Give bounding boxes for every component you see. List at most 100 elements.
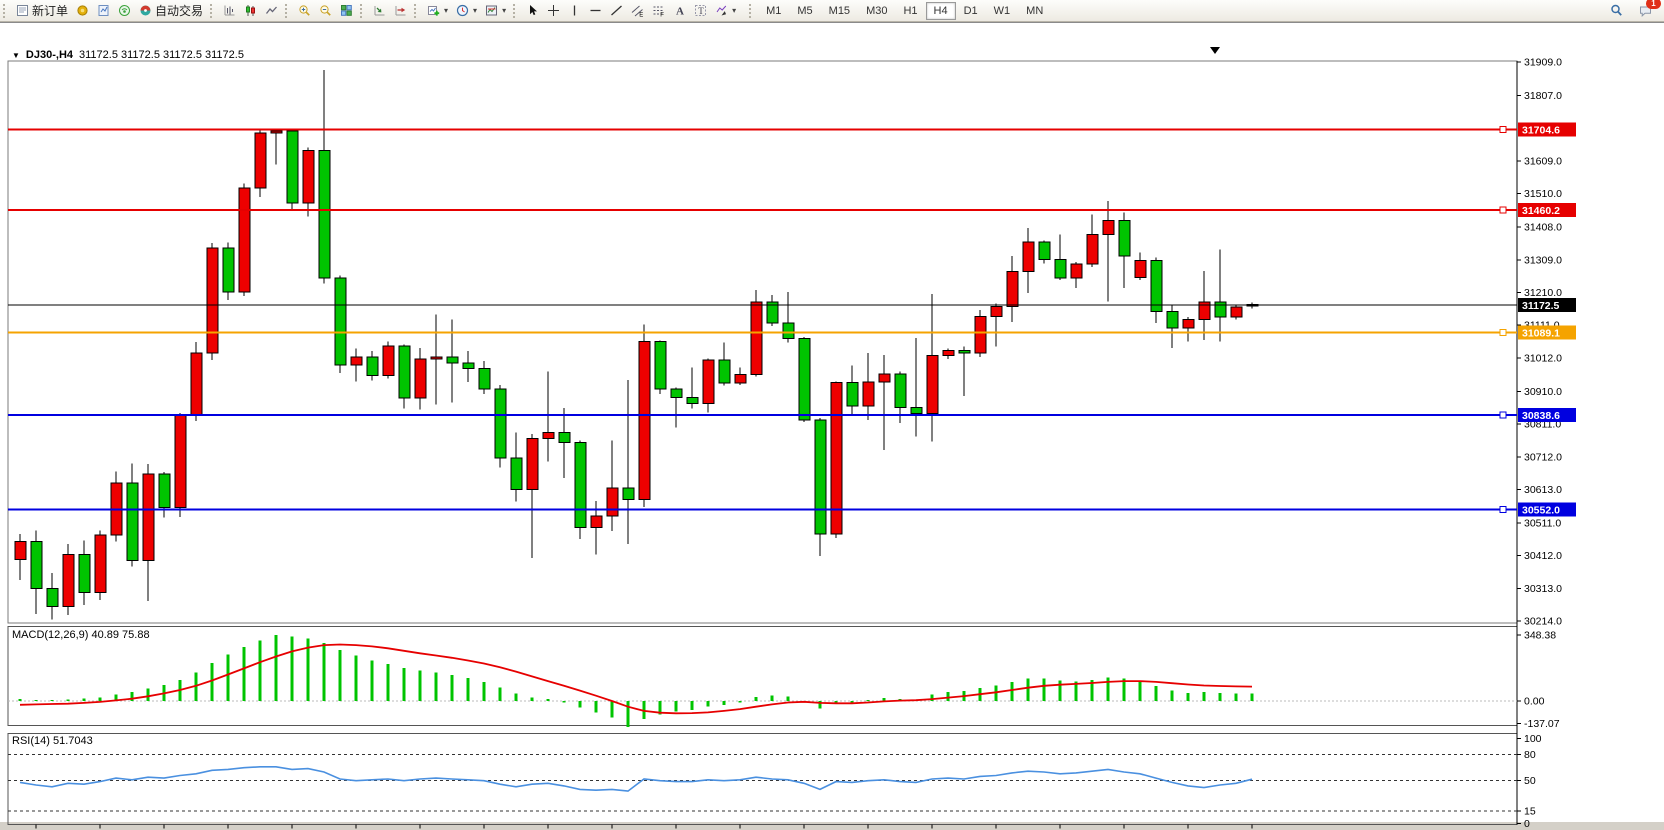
chevron-down-icon[interactable]: ▾ [502,6,507,15]
candle [462,362,475,369]
price-tick-label: 31210.0 [1524,287,1562,299]
add-indicator-button[interactable]: ▾ [423,1,452,20]
trendline-button[interactable] [606,1,627,20]
chevron-down-icon[interactable]: ▾ [732,6,737,15]
auto-trading-icon [139,4,152,17]
new-order-icon [16,4,29,17]
zoom-out-button[interactable] [315,1,336,20]
toolbar-grip [749,3,754,18]
macd-bar [1106,677,1110,701]
collapse-icon[interactable]: ▼ [12,50,20,60]
arrows-button[interactable]: ▾ [711,1,740,20]
timeframe-m30-button[interactable]: M30 [858,2,895,20]
vertical-line-button[interactable] [564,1,585,20]
toolbar-group: ▾ ▾ ▾ [411,1,510,21]
macd-bar [1090,679,1094,701]
timeframe-m1-button[interactable]: M1 [758,2,789,20]
timeframe-mn-button[interactable]: MN [1018,2,1051,20]
candle [1070,263,1083,279]
search-button[interactable] [1606,1,1627,20]
templates-button[interactable]: ▾ [481,1,510,20]
label-button[interactable]: T [690,1,711,20]
line-handle[interactable] [1499,506,1507,514]
line-handle[interactable] [1499,411,1507,419]
chart-shift-marker-icon[interactable] [1210,47,1220,54]
macd-bar [882,698,886,701]
candle [750,301,763,375]
timeframe-m5-button[interactable]: M5 [789,2,820,20]
price-tick-label: 31909.0 [1524,57,1562,69]
candle [1102,220,1115,235]
candle [542,431,555,439]
macd-bar [1218,693,1222,701]
price-tick-label: 31609.0 [1524,155,1562,167]
timeframe-d1-button[interactable]: D1 [956,2,986,20]
channel-button[interactable]: E [627,1,648,20]
market-watch-button[interactable] [72,1,93,20]
bar-chart-button[interactable] [219,1,240,20]
macd-bar [786,696,790,701]
price-tick-label: 30910.0 [1524,386,1562,398]
new-order-button[interactable]: 新订单 [12,1,72,20]
svg-text:F: F [660,13,664,18]
periods-button[interactable]: ▾ [452,1,481,20]
rsi-axis-label: 50 [1524,775,1536,787]
macd-bar [130,691,134,701]
shapes-icon [715,4,728,17]
trend-icon [610,4,623,17]
crosshair-button[interactable] [543,1,564,20]
candle [350,356,363,366]
toolbar-group [282,1,357,21]
candlestick-button[interactable] [240,1,261,20]
auto-scroll-button[interactable] [369,1,390,20]
line-chart-button[interactable] [261,1,282,20]
chevron-down-icon[interactable]: ▾ [473,6,478,15]
candle [1198,301,1211,321]
candle [638,341,651,501]
text-t-icon: T [694,4,707,17]
cursor-button[interactable] [522,1,543,20]
new-order-button-label: 新订单 [32,4,69,18]
macd-bar [1122,678,1126,701]
chart-window[interactable]: 31909.0 31807.0 31609.0 31510.0 31408.0 31309… [0,22,1664,830]
macd-bar [658,701,662,715]
price-badge [1518,297,1576,312]
signal-service-button[interactable] [114,1,135,20]
template-icon [485,4,498,17]
candle [382,345,395,377]
zoom-in-button[interactable] [294,1,315,20]
candle [622,487,635,501]
macd-bar [994,685,998,701]
price-tick-label: 30613.0 [1524,484,1562,496]
search-icon [1610,4,1623,17]
notifications-button[interactable]: 1 [1635,0,1661,20]
text-button[interactable]: A [669,1,690,20]
candle [478,367,491,390]
candle [1022,241,1035,273]
candle [814,419,827,535]
timeframe-w1-button[interactable]: W1 [986,2,1019,20]
chart-window-button[interactable] [93,1,114,20]
timeframe-h4-button[interactable]: H4 [925,1,956,20]
chart-shift-button[interactable] [390,1,411,20]
fibonacci-button[interactable]: F [648,1,669,20]
line-handle[interactable] [1499,206,1507,214]
auto-trading-button[interactable]: 自动交易 [135,1,207,20]
chart-canvas[interactable]: 31909.0 31807.0 31609.0 31510.0 31408.0 31309… [0,23,1664,830]
line-handle[interactable] [1499,328,1507,336]
candle [990,306,1003,318]
tile-windows-button[interactable] [336,1,357,20]
macd-bar [18,699,22,701]
timeframe-m15-button[interactable]: M15 [821,2,858,20]
macd-signal-line [19,643,1253,715]
macd-bar [66,699,70,701]
chevron-down-icon[interactable]: ▾ [444,6,449,15]
candle [126,482,139,561]
seal-icon [76,4,89,17]
timeframe-h1-button[interactable]: H1 [895,2,925,20]
horizontal-line-button[interactable] [585,1,606,20]
line-handle[interactable] [1499,125,1507,133]
candle [14,541,27,561]
chart-title: ▼ DJ30-,H4 31172.5 31172.5 31172.5 31172… [12,49,244,61]
macd-bar [946,691,950,701]
